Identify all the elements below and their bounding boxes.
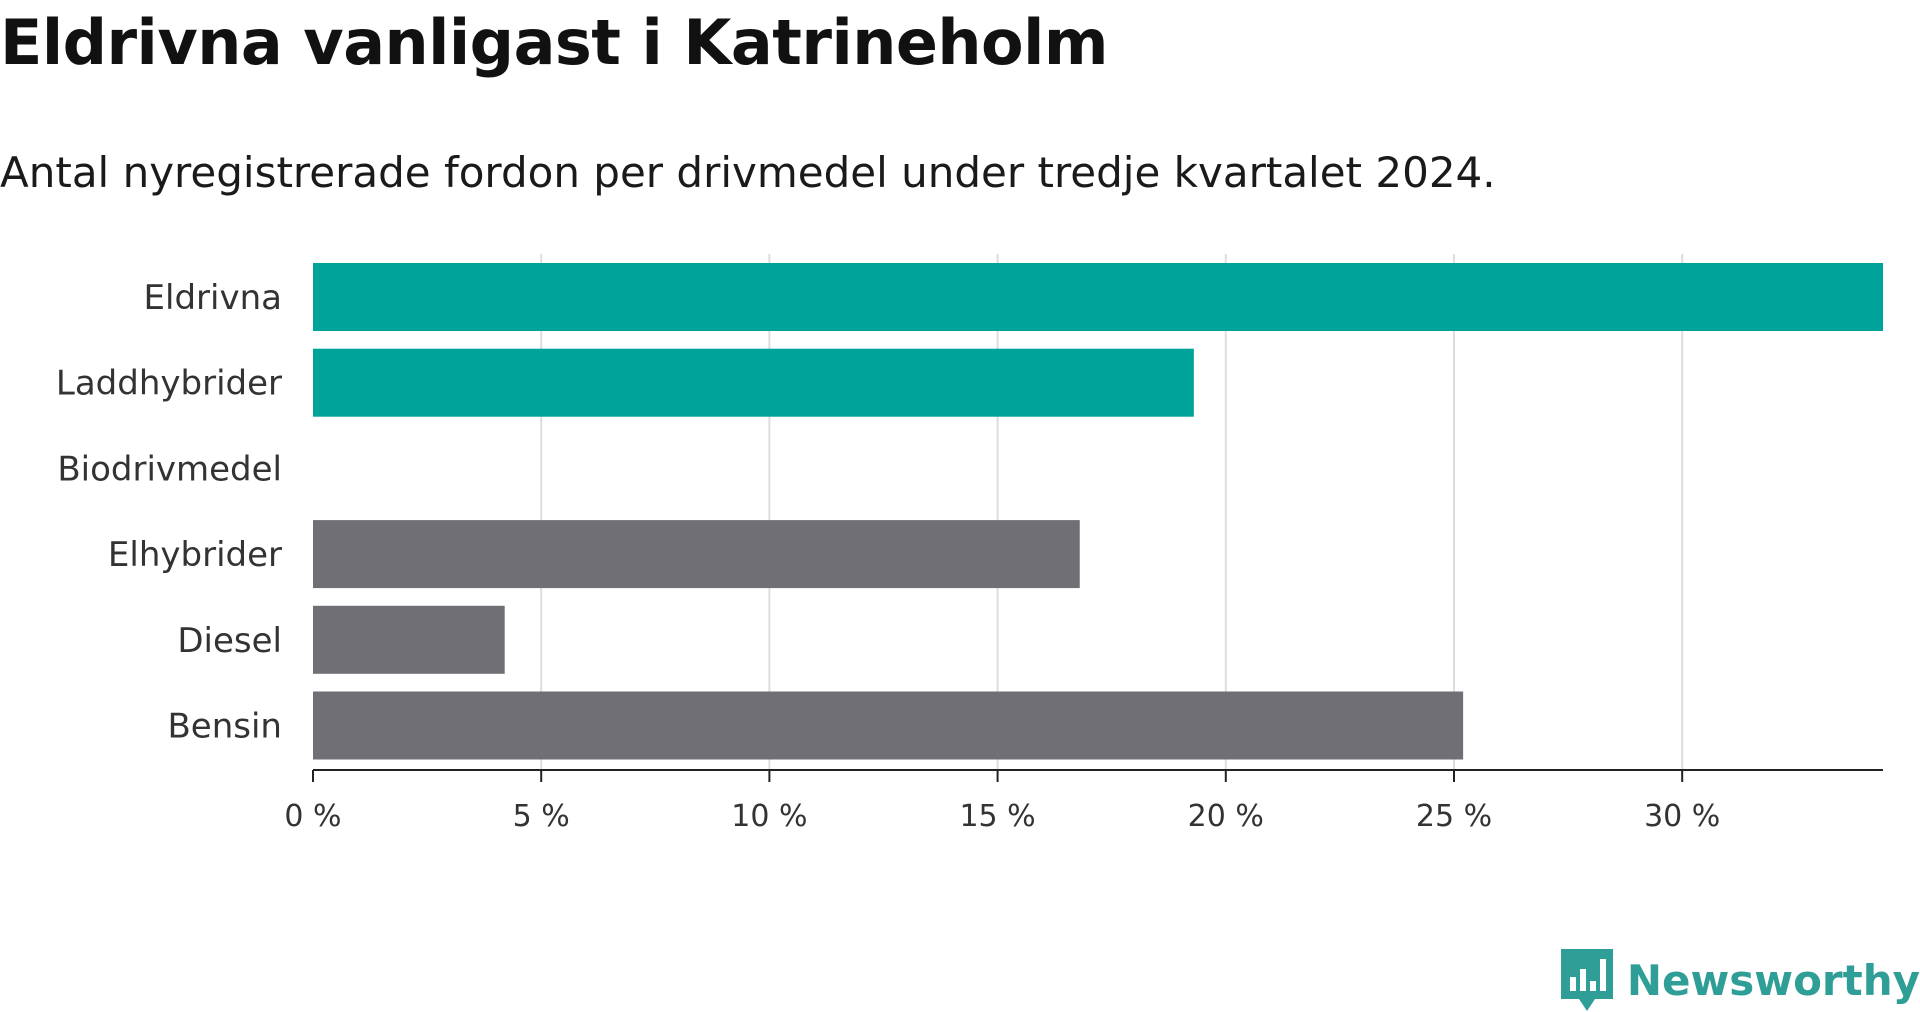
category-label: Biodrivmedel (57, 449, 282, 489)
newsworthy-logo-icon (1560, 949, 1613, 1011)
bar (313, 348, 1194, 417)
bar (313, 605, 505, 674)
brand-logo: Newsworthy (1560, 948, 1920, 1012)
gridlines (540, 254, 1684, 770)
x-tick-label: 0 % (284, 799, 341, 834)
x-tick-label: 5 % (513, 799, 570, 834)
category-label: Bensin (167, 707, 282, 747)
category-label: Elhybrider (108, 535, 282, 575)
bar (313, 691, 1464, 760)
x-tick-label: 30 % (1644, 799, 1720, 834)
x-tick-label: 25 % (1416, 799, 1492, 834)
category-label: Laddhybrider (56, 364, 282, 404)
x-tick-label: 20 % (1188, 799, 1264, 834)
x-tick-label: 10 % (731, 799, 807, 834)
bar (313, 263, 1883, 331)
bar (313, 520, 1080, 589)
chart-title: Eldrivna vanligast i Katrineholm (0, 6, 1109, 79)
x-axis: 0 % 5 % 10 % 15 % 20 % 25 % 30 % (284, 769, 1883, 834)
x-tick-label: 15 % (959, 799, 1035, 834)
category-label: Diesel (177, 621, 282, 661)
chart-subtitle: Antal nyregistrerade fordon per drivmede… (0, 148, 1496, 197)
category-labels: Eldrivna Laddhybrider Biodrivmedel Elhybrid… (56, 278, 282, 747)
brand-name: Newsworthy (1626, 955, 1920, 1005)
category-label: Eldrivna (144, 278, 282, 318)
bars (313, 263, 1883, 760)
